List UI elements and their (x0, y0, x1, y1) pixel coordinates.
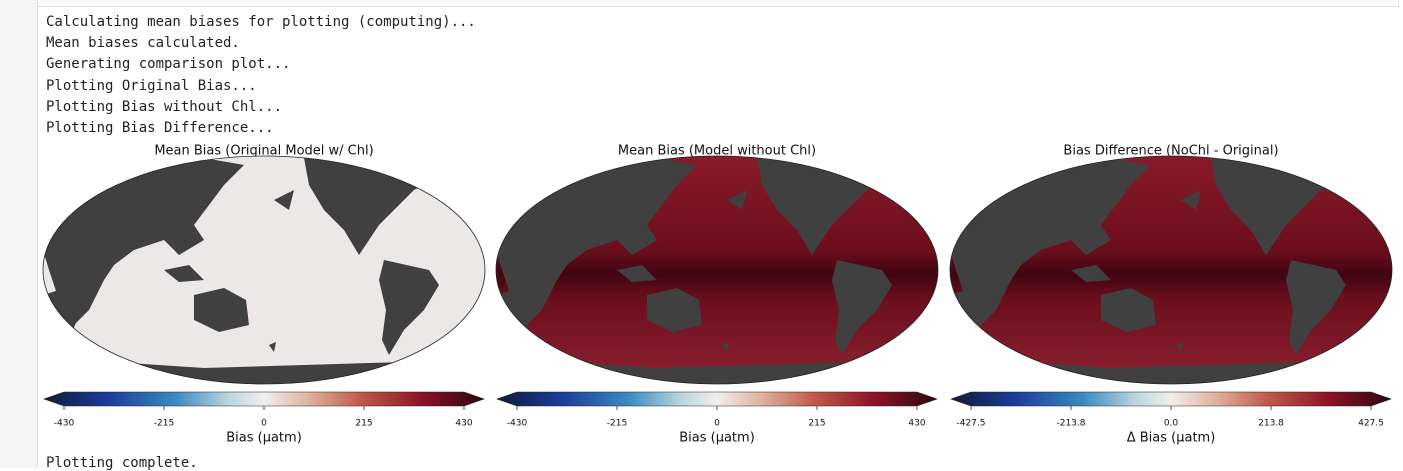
colorbar-label: Bias (µatm) (679, 431, 755, 446)
colorbar-tick-label: 0 (714, 419, 720, 429)
colorbar-label: Bias (µatm) (226, 431, 302, 446)
colorbar-tick-label: -430 (54, 419, 75, 429)
cell-gutter (0, 0, 38, 468)
colorbar-tick-label: -213.8 (1056, 419, 1085, 429)
map (949, 155, 1393, 385)
panel-title: Mean Bias (Model without Chl) (618, 144, 816, 159)
colorbar-tick-label: -215 (607, 419, 627, 429)
colorbar (496, 391, 938, 407)
output-log: Calculating mean biases for plotting (co… (46, 12, 476, 139)
colorbar-tick-label: 430 (908, 419, 925, 429)
log-line: Plotting Original Bias... (46, 77, 257, 94)
colorbar-tick-label: 430 (455, 419, 472, 429)
colorbar (43, 391, 485, 407)
map (42, 155, 486, 385)
log-line: Plotting Bias without Chl... (46, 98, 283, 115)
colorbar-tick-label: 213.8 (1258, 419, 1284, 429)
output-footer: Plotting complete. (46, 455, 198, 471)
colorbar-tick-label: 215 (355, 419, 372, 429)
colorbar-tick-label: 215 (808, 419, 825, 429)
colorbar-tick-label: 0 (261, 419, 267, 429)
colorbar-tick-label: -430 (507, 419, 528, 429)
colorbar-tick-label: -427.5 (956, 419, 985, 429)
log-line: Generating comparison plot... (46, 56, 291, 73)
log-line: Plotting Bias Difference... (46, 120, 274, 137)
panel-title: Bias Difference (NoChl - Original) (1063, 144, 1278, 159)
colorbar-tick-label: 0.0 (1164, 419, 1179, 429)
colorbar-tick-label: 427.5 (1358, 419, 1384, 429)
map (495, 155, 939, 385)
colorbar-label: Δ Bias (µatm) (1127, 431, 1216, 446)
colorbar (950, 391, 1392, 407)
cell-border (37, 0, 1399, 7)
colorbar-tick-label: -215 (154, 419, 174, 429)
log-line: Calculating mean biases for plotting (co… (46, 14, 476, 30)
log-line: Mean biases calculated. (46, 35, 240, 52)
panel-title: Mean Bias (Original Model w/ Chl) (154, 144, 373, 159)
